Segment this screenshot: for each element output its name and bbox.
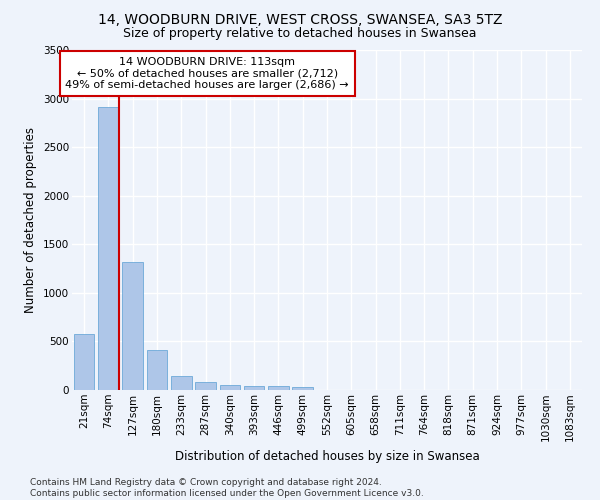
Bar	[74, 334, 94, 390]
Text: 14 WOODBURN DRIVE: 113sqm
← 50% of detached houses are smaller (2,712)
49% of se: 14 WOODBURN DRIVE: 113sqm ← 50% of detac…	[65, 57, 349, 90]
Bar	[195, 382, 216, 390]
X-axis label: Distribution of detached houses by size in Swansea: Distribution of detached houses by size …	[175, 450, 479, 462]
Bar	[171, 376, 191, 390]
Bar	[146, 350, 167, 390]
Bar	[292, 386, 313, 390]
Bar	[122, 262, 143, 390]
Bar	[268, 386, 289, 390]
Bar	[220, 384, 240, 390]
Text: Size of property relative to detached houses in Swansea: Size of property relative to detached ho…	[123, 28, 477, 40]
Text: 14, WOODBURN DRIVE, WEST CROSS, SWANSEA, SA3 5TZ: 14, WOODBURN DRIVE, WEST CROSS, SWANSEA,…	[98, 12, 502, 26]
Y-axis label: Number of detached properties: Number of detached properties	[25, 127, 37, 313]
Bar	[244, 386, 265, 390]
Text: Contains HM Land Registry data © Crown copyright and database right 2024.
Contai: Contains HM Land Registry data © Crown c…	[30, 478, 424, 498]
Bar	[98, 108, 119, 390]
